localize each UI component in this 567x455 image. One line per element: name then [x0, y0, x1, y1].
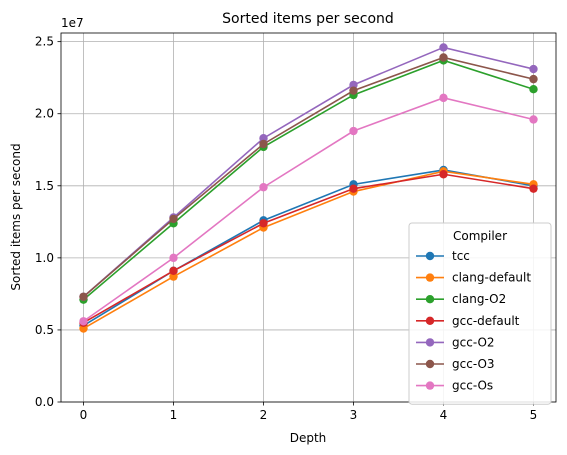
- legend-marker: [425, 316, 435, 325]
- data-point: [349, 126, 358, 136]
- legend-label: gcc-Os: [452, 379, 493, 393]
- legend-marker: [425, 251, 435, 261]
- legend-label: clang-default: [452, 271, 531, 285]
- legend-title: Compiler: [453, 229, 507, 243]
- data-point: [349, 80, 358, 90]
- legend-label: gcc-O3: [452, 357, 495, 371]
- data-point: [169, 266, 178, 276]
- legend-marker: [425, 295, 435, 304]
- y-tick-label: 0.5: [35, 323, 54, 337]
- y-tick-label: 2.0: [35, 107, 54, 121]
- data-point: [259, 134, 268, 143]
- legend-item: clang-O2: [416, 292, 506, 306]
- y-axis-label: Sorted items per second: [9, 143, 23, 290]
- y-tick-label: 1.5: [35, 179, 54, 193]
- legend-label: clang-O2: [452, 292, 506, 306]
- data-point: [349, 184, 358, 193]
- data-point: [439, 43, 448, 52]
- data-point: [79, 292, 88, 301]
- x-tick-label: 4: [440, 408, 448, 422]
- data-point: [79, 324, 88, 333]
- series-line: [82, 56, 534, 298]
- legend-marker: [425, 273, 435, 282]
- x-tick-label: 0: [80, 408, 88, 422]
- data-point: [439, 170, 448, 179]
- legend-label: gcc-O2: [452, 335, 495, 349]
- x-tick-label: 5: [530, 408, 538, 422]
- series-gcc-O3: [79, 53, 538, 301]
- x-tick-label: 3: [350, 408, 358, 422]
- legend-item: gcc-O2: [416, 335, 495, 349]
- series-line: [83, 170, 534, 330]
- legend-marker: [425, 338, 435, 347]
- legend-item: clang-default: [416, 271, 531, 285]
- legend-item: gcc-default: [416, 314, 520, 328]
- series-gcc-Os: [79, 93, 538, 326]
- legend-item: tcc: [416, 249, 470, 263]
- legend-item: gcc-O3: [416, 357, 495, 371]
- data-point: [169, 214, 178, 224]
- data-point: [169, 272, 178, 281]
- legend-box: [408, 222, 552, 405]
- legend-label: gcc-default: [452, 314, 520, 328]
- data-point: [529, 74, 538, 84]
- plot-frame: [60, 32, 557, 403]
- y-offset-label: 1e7: [61, 16, 84, 30]
- data-point: [529, 115, 538, 124]
- legend-item: gcc-Os: [416, 379, 493, 393]
- x-axis-label: Depth: [290, 431, 327, 445]
- data-point: [259, 219, 268, 228]
- data-point: [259, 139, 268, 149]
- y-tick-label: 0.0: [35, 395, 54, 409]
- legend-label: tcc: [452, 249, 470, 263]
- y-tick-label: 2.5: [35, 35, 54, 49]
- data-point: [439, 93, 448, 103]
- tick-layer: 0 1 2 3 4 5 0.0 0.5 1.0 1.5 2.0 2.5: [35, 35, 537, 422]
- legend-marker: [425, 359, 435, 369]
- data-point: [79, 317, 88, 326]
- series-line: [83, 97, 534, 322]
- series-line: [83, 173, 534, 324]
- x-tick-label: 1: [170, 408, 178, 422]
- series-line: [82, 59, 534, 301]
- legend-marker: [425, 381, 435, 390]
- x-tick-label: 2: [260, 408, 268, 422]
- chart-title: Sorted items per second: [222, 11, 394, 27]
- data-point: [529, 85, 538, 94]
- data-point: [529, 184, 538, 193]
- legend: Compiler tcc clang-default clang-O2 gcc-defa…: [408, 222, 552, 405]
- series-layer: [79, 43, 538, 333]
- series-line: [82, 46, 534, 298]
- data-point: [169, 253, 178, 263]
- y-tick-label: 1.0: [35, 251, 54, 265]
- data-point: [259, 183, 268, 192]
- data-point: [439, 53, 448, 62]
- data-point: [349, 86, 358, 95]
- data-point: [529, 64, 538, 74]
